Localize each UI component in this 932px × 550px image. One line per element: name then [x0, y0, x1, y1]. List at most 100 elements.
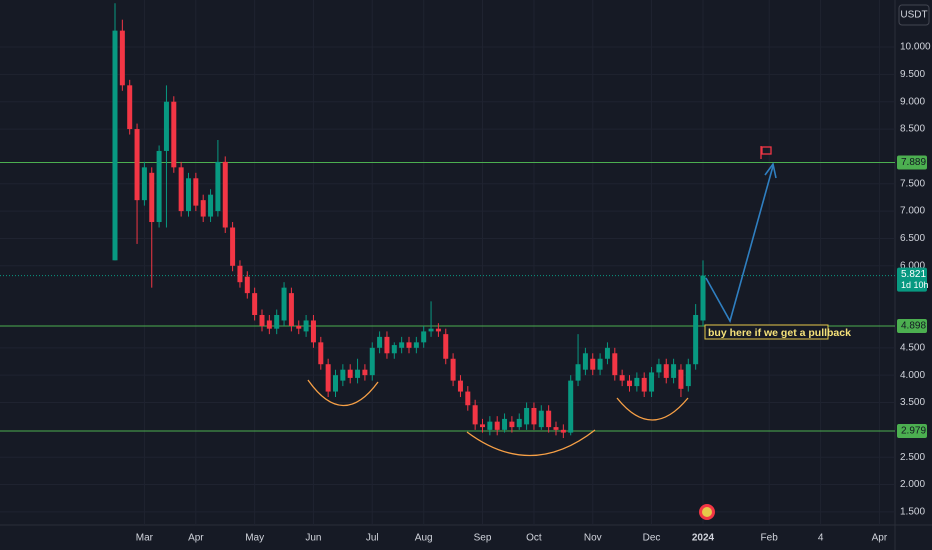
- target-flag: [760, 146, 772, 159]
- candle-body: [215, 161, 221, 212]
- candle-body: [413, 342, 419, 348]
- arrow-path: [705, 165, 774, 324]
- candle-body: [208, 194, 214, 217]
- arrow-head: [764, 162, 777, 179]
- candle-body: [671, 364, 677, 378]
- candle-body: [112, 30, 118, 261]
- candle-body: [274, 315, 280, 329]
- last-price-box: [897, 267, 927, 292]
- candle-body: [369, 347, 375, 376]
- candle-body: [127, 85, 133, 130]
- candle-body: [288, 293, 294, 326]
- candle-body: [597, 358, 603, 370]
- candle-body: [259, 315, 265, 326]
- candle-body: [553, 427, 559, 430]
- annotation: buy here if we get a pullback: [708, 327, 851, 339]
- candle-body: [186, 178, 191, 212]
- candle-body: [266, 320, 272, 329]
- candle-body: [516, 418, 522, 428]
- y-tick-label: 10.000: [900, 42, 931, 53]
- x-tick-label: Apr: [188, 533, 204, 544]
- candle-body: [281, 287, 287, 321]
- x-tick-label: 4: [818, 533, 824, 544]
- y-tick-label: 7.500: [900, 178, 925, 189]
- x-tick-label: Apr: [872, 533, 888, 544]
- candle-body: [604, 347, 610, 359]
- candle-body: [575, 364, 581, 381]
- candle-body: [244, 276, 250, 294]
- last-price-label: 5.821: [901, 269, 926, 280]
- candle-body: [347, 369, 353, 378]
- level-label-box: [897, 423, 927, 438]
- candle-body: [568, 380, 574, 433]
- candle-body: [560, 429, 566, 433]
- x-tick-label: 2024: [692, 533, 715, 544]
- y-tick-label: 2.000: [900, 479, 925, 490]
- y-tick-label: 9.500: [900, 69, 925, 80]
- candle-body: [612, 353, 618, 376]
- candle-body: [340, 369, 346, 381]
- candle-body: [391, 345, 397, 354]
- candle-body: [333, 375, 338, 392]
- annotation-box: [704, 324, 829, 340]
- candle-body: [465, 391, 471, 406]
- y-tick-label: 2.500: [900, 452, 925, 463]
- x-tick-label: Oct: [526, 533, 542, 544]
- candle-body: [200, 200, 206, 217]
- y-tick-label: 6.500: [900, 233, 925, 244]
- candle-body: [524, 407, 530, 425]
- candle-body: [450, 358, 456, 381]
- y-tick-label: 7.000: [900, 206, 925, 217]
- x-tick-label: Jul: [366, 533, 379, 544]
- candle-body: [480, 424, 485, 428]
- candle-body: [325, 364, 331, 392]
- candle-body: [656, 364, 662, 373]
- candle-body: [487, 421, 493, 430]
- candle-body: [252, 293, 258, 315]
- level-label-box: [897, 155, 927, 170]
- countdown-label: 1d 10h: [901, 280, 929, 290]
- candle-body: [230, 227, 236, 266]
- candle-body: [134, 129, 140, 201]
- y-tick-label: 6.000: [900, 260, 925, 271]
- candle-body: [443, 334, 449, 359]
- unit-box[interactable]: [898, 4, 930, 26]
- candle-body: [119, 30, 125, 86]
- candle-body: [685, 364, 691, 387]
- y-unit: USDT: [900, 10, 927, 21]
- y-tick-label: 1.500: [900, 507, 925, 518]
- grid: [0, 0, 895, 525]
- candle-body: [406, 342, 412, 348]
- candle-body: [678, 369, 684, 389]
- candle-body: [428, 328, 434, 332]
- candle-body: [590, 358, 596, 370]
- level-label: 4.898: [901, 321, 926, 332]
- candle-body: [421, 331, 427, 343]
- candle-body: [163, 101, 169, 151]
- x-tick-label: Nov: [584, 533, 602, 544]
- candle-body: [178, 167, 184, 212]
- event-icon: [699, 504, 715, 520]
- x-tick-label: May: [245, 533, 264, 544]
- candle-body: [171, 101, 177, 168]
- levels: [0, 161, 895, 432]
- candle-body: [399, 342, 405, 348]
- candle-body: [494, 421, 500, 430]
- candle-body: [538, 410, 544, 428]
- arc-drawing: [307, 379, 379, 407]
- candle-body: [362, 369, 368, 376]
- x-tick-label: Mar: [136, 533, 154, 544]
- x-tick-label: Sep: [474, 533, 492, 544]
- candle-body: [663, 364, 669, 378]
- arc-drawing: [466, 429, 596, 457]
- x-tick-label: Feb: [761, 533, 779, 544]
- candle-body: [509, 421, 515, 428]
- candle-body: [649, 372, 655, 392]
- candle-body: [435, 328, 441, 332]
- x-tick-label: Dec: [643, 533, 661, 544]
- candle-body: [318, 342, 324, 365]
- candle-body: [546, 410, 552, 428]
- y-tick-label: 4.500: [900, 342, 925, 353]
- candle-body: [531, 407, 537, 425]
